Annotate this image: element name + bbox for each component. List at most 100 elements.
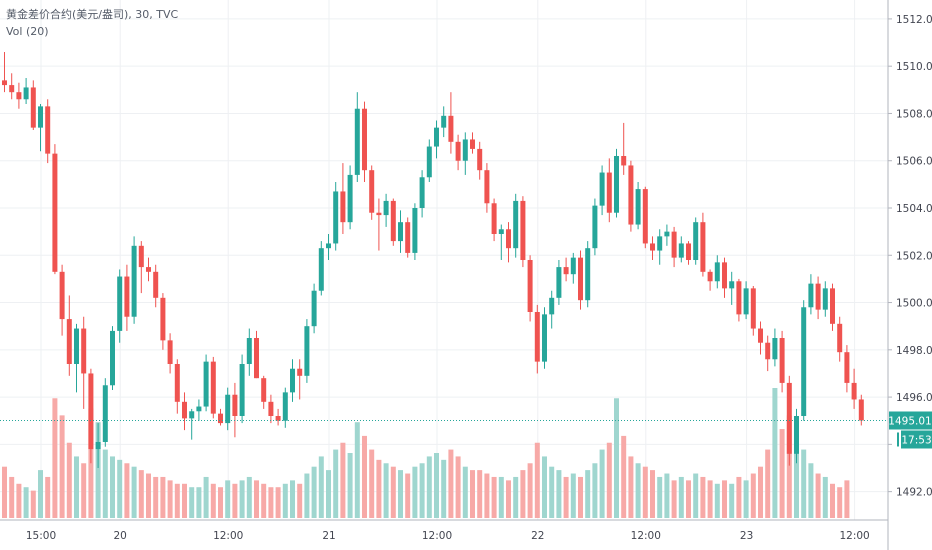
volume-bar	[347, 453, 353, 518]
candle-body	[455, 141, 461, 161]
volume-bar	[45, 476, 51, 518]
volume-bar	[311, 466, 317, 518]
volume-bar	[124, 463, 130, 518]
x-tick-label: 21	[322, 530, 335, 542]
x-tick-label: 12:00	[839, 530, 869, 542]
candle-body	[16, 92, 22, 100]
candle-body	[858, 399, 864, 421]
volume-bar	[830, 483, 835, 518]
candle-body	[426, 146, 432, 178]
volume-bar	[254, 480, 259, 518]
x-tick-label: 15:00	[26, 530, 56, 542]
volume-bar	[578, 476, 583, 518]
countdown-label: 17:53	[901, 434, 931, 446]
candle-body	[318, 248, 324, 291]
volume-bar	[628, 456, 634, 518]
candle-body	[513, 200, 519, 249]
volume-bar	[362, 435, 367, 518]
volume-bar	[621, 435, 627, 518]
candle-body	[729, 281, 735, 289]
candle-body	[196, 406, 202, 412]
candle-body	[650, 243, 655, 251]
x-tick-label: 12:00	[422, 530, 452, 542]
volume-bar	[506, 480, 511, 518]
candle-body	[815, 283, 821, 310]
candle-body	[570, 257, 576, 275]
candle-body	[110, 330, 115, 386]
volume-bar	[491, 476, 497, 518]
candle-body	[88, 373, 94, 450]
candle-body	[448, 115, 454, 142]
volume-bar	[477, 470, 483, 518]
y-tick-label: 1506.00	[896, 156, 932, 168]
candle-body	[578, 257, 583, 301]
volume-bar	[542, 456, 547, 518]
volume-bar	[354, 422, 360, 518]
volume-bar	[794, 435, 799, 518]
candle-body	[340, 191, 346, 223]
volume-bar	[167, 480, 173, 518]
candle-body	[304, 326, 310, 376]
candle-body	[549, 297, 555, 315]
countdown-tag	[901, 430, 932, 449]
candle-body	[405, 222, 411, 253]
volume-bar	[700, 476, 706, 518]
candle-body	[203, 361, 209, 407]
volume-bar	[390, 466, 396, 518]
candle-body	[563, 267, 569, 275]
candle-body	[693, 222, 699, 260]
candle-body	[174, 364, 180, 402]
volume-bar	[758, 466, 763, 518]
candle-body	[354, 108, 360, 175]
candle-body	[470, 139, 475, 149]
candle-body	[210, 361, 216, 414]
candle-body	[95, 442, 101, 450]
volume-bar	[74, 456, 79, 518]
volume-bar	[189, 487, 195, 518]
candle-body	[23, 87, 29, 100]
candle-body	[347, 174, 353, 223]
candle-body	[74, 328, 79, 364]
candle-body	[520, 200, 526, 260]
volume-bar	[614, 398, 619, 518]
candle-body	[837, 323, 843, 353]
candle-body	[556, 267, 562, 298]
volume-bar	[585, 470, 591, 518]
candle-body	[189, 411, 195, 419]
y-tick-label: 1500.00	[896, 298, 932, 310]
x-tick-label: 12:00	[631, 530, 661, 542]
candle-body	[592, 205, 598, 249]
volume-bar	[232, 483, 238, 518]
candle-body	[117, 276, 123, 331]
symbol-legend[interactable]: 黄金差价合约(美元/盎司), 30, TVC	[6, 8, 179, 21]
candle-body	[268, 401, 274, 416]
candle-body	[102, 385, 108, 442]
candle-body	[232, 394, 238, 416]
volume-bar	[750, 473, 756, 518]
candle-body	[2, 80, 7, 86]
volume-bar	[210, 483, 216, 518]
candle-body	[527, 260, 533, 312]
candle-body	[153, 271, 159, 298]
volume-bar	[736, 476, 742, 518]
volume-bar	[513, 476, 519, 518]
volume-bar	[693, 473, 699, 518]
candle-body	[700, 222, 706, 272]
volume-bar	[52, 398, 58, 518]
candle-body	[311, 290, 317, 327]
candle-body	[146, 267, 151, 272]
y-tick-label: 1512.00	[896, 14, 932, 26]
volume-bar	[268, 487, 274, 518]
candle-body	[441, 115, 447, 128]
candle-body	[160, 297, 166, 341]
volume-bar	[729, 483, 735, 518]
candle-body	[124, 276, 130, 317]
volume-legend[interactable]: Vol (20)	[6, 25, 49, 38]
candle-body	[635, 189, 641, 225]
volume-bar	[549, 466, 555, 518]
volume-bar	[261, 483, 267, 518]
volume-bar	[556, 470, 562, 518]
volume-bar	[218, 487, 223, 518]
